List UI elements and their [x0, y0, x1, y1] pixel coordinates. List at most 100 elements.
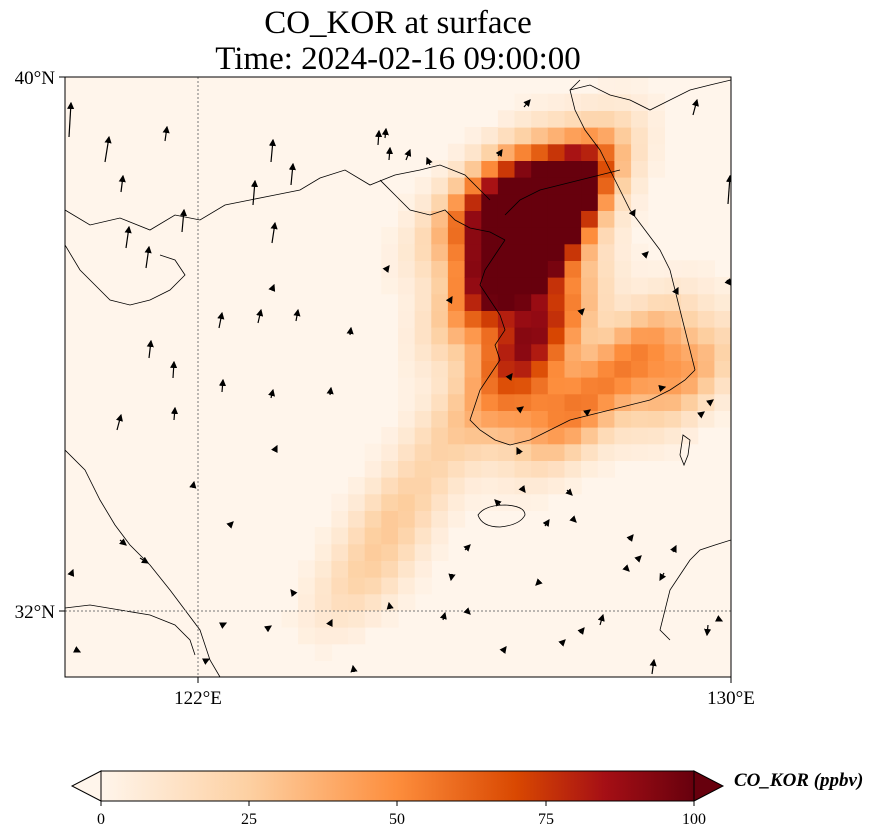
- field-cell: [414, 293, 432, 311]
- field-cell: [398, 477, 416, 495]
- field-cell: [664, 427, 682, 445]
- field-cell: [514, 310, 532, 328]
- field-cell: [348, 510, 366, 528]
- field-cell: [697, 393, 715, 411]
- field-cell: [547, 93, 566, 111]
- field-cell: [514, 410, 532, 428]
- wind-arrow: [226, 521, 234, 529]
- field-cell: [414, 193, 432, 211]
- field-cell: [497, 493, 516, 511]
- field-cell: [414, 443, 432, 461]
- field-cell: [647, 277, 665, 295]
- field-cell: [564, 227, 582, 245]
- field-cell: [414, 460, 432, 478]
- field-cell: [614, 277, 632, 295]
- wind-arrow: [381, 127, 389, 139]
- field-cell: [681, 310, 699, 328]
- field-cell: [464, 210, 482, 228]
- field-cell: [364, 510, 382, 528]
- field-cell: [447, 327, 466, 345]
- field-cell: [564, 293, 582, 311]
- wind-arrow: [448, 573, 456, 582]
- field-cell: [398, 343, 416, 361]
- field-cell: [714, 393, 731, 411]
- field-cell: [681, 377, 699, 395]
- field-cell: [597, 427, 615, 445]
- field-cell: [714, 360, 731, 378]
- field-cell: [314, 627, 333, 645]
- field-cell: [547, 127, 566, 145]
- field-cell: [381, 460, 399, 478]
- field-cell: [398, 327, 416, 345]
- field-cell: [414, 227, 432, 245]
- field-cell: [614, 443, 632, 461]
- field-cell: [597, 393, 615, 411]
- field-cell: [431, 443, 449, 461]
- field-cell: [697, 343, 715, 361]
- field-cell: [381, 427, 399, 445]
- field-cell: [298, 593, 316, 611]
- field-cell: [514, 127, 532, 145]
- field-cell: [414, 277, 432, 295]
- field-cell: [398, 410, 416, 428]
- wind-arrow: [67, 568, 75, 577]
- field-cell: [431, 393, 449, 411]
- field-cell: [464, 443, 482, 461]
- field-cell: [497, 243, 516, 261]
- field-cell: [364, 577, 382, 595]
- field-cell: [414, 260, 432, 278]
- field-cell: [647, 393, 665, 411]
- field-cell: [647, 443, 665, 461]
- field-cell: [447, 343, 466, 361]
- field-cell: [431, 493, 449, 511]
- field-cell: [647, 310, 665, 328]
- wind-arrow: [715, 615, 724, 622]
- field-cell: [647, 343, 665, 361]
- field-cell: [531, 143, 549, 161]
- field-cell: [414, 560, 432, 578]
- field-cell: [447, 143, 466, 161]
- field-cell: [314, 610, 333, 628]
- field-cell: [398, 210, 416, 228]
- wind-arrow: [725, 174, 731, 205]
- field-cell: [464, 477, 482, 495]
- field-cell: [614, 310, 632, 328]
- coastlines: [65, 79, 731, 677]
- field-cell: [631, 427, 649, 445]
- field-cell: [597, 160, 615, 178]
- coastline-northeast: [569, 79, 731, 111]
- field-cell: [497, 277, 516, 295]
- field-cell: [597, 293, 615, 311]
- field-cell: [464, 427, 482, 445]
- chart-title: CO_KOR at surface: [264, 5, 532, 41]
- wind-arrow: [565, 488, 573, 496]
- field-cell: [664, 310, 682, 328]
- field-cell: [714, 277, 731, 295]
- field-cell: [398, 543, 416, 561]
- wind-arrow: [104, 135, 112, 163]
- field-cell: [348, 577, 366, 595]
- wind-arrow: [144, 245, 152, 269]
- field-cell: [697, 327, 715, 345]
- field-cell: [331, 493, 349, 511]
- field-cell: [364, 560, 382, 578]
- field-cell: [514, 93, 532, 111]
- field-cell: [431, 427, 449, 445]
- field-cell: [664, 360, 682, 378]
- field-cell: [531, 110, 549, 128]
- wind-arrow: [516, 406, 524, 414]
- field-cell: [464, 160, 482, 178]
- field-cell: [464, 193, 482, 211]
- field-cell: [364, 477, 382, 495]
- field-cell: [314, 643, 333, 661]
- field-cell: [631, 77, 649, 95]
- wind-arrow: [697, 411, 705, 419]
- gridlines: [65, 77, 731, 677]
- field-cell: [431, 343, 449, 361]
- field-cell: [564, 477, 582, 495]
- field-cell: [464, 260, 482, 278]
- colorbar-label: CO_KOR (ppbv): [734, 770, 864, 791]
- wind-arrow: [346, 326, 354, 336]
- field-cell: [514, 460, 532, 478]
- field-cell: [497, 360, 516, 378]
